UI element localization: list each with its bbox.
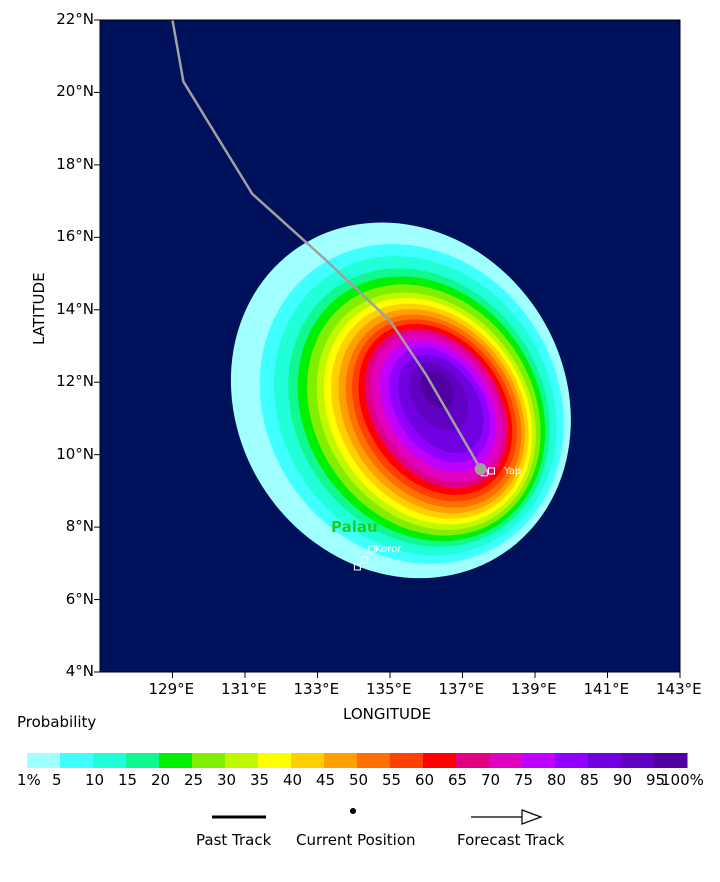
past-track-label: Past Track xyxy=(196,831,272,849)
axis-ticks xyxy=(94,19,681,678)
legend-tick-label: 70 xyxy=(481,771,501,789)
lon-tick-label: 133°E xyxy=(293,680,340,698)
legend-tick-label: 65 xyxy=(448,771,468,789)
legend-tick-label: 15 xyxy=(118,771,138,789)
forecast-track-label: Forecast Track xyxy=(457,831,565,849)
legend-tick-label: 100% xyxy=(661,771,704,789)
lat-tick-label: 14°N xyxy=(56,299,94,318)
lat-tick-label: 16°N xyxy=(56,227,94,246)
lon-tick-label: 143°E xyxy=(656,680,702,698)
legend-tick-label: 45 xyxy=(316,771,336,789)
legend-tick-label: 1% xyxy=(17,771,41,789)
legend-tick-label: 35 xyxy=(250,771,270,789)
legend-swatch xyxy=(225,753,259,768)
legend-tick-label: 40 xyxy=(283,771,303,789)
lon-tick-label: 141°E xyxy=(583,680,630,698)
legend-swatch xyxy=(27,753,61,768)
place-label-palau: Palau xyxy=(331,518,378,536)
lat-tick-label: 12°N xyxy=(56,372,94,391)
island-marker xyxy=(488,467,495,475)
storm-track-layer xyxy=(171,20,487,476)
lat-tick-label: 8°N xyxy=(65,517,94,536)
legend-tick-label: 10 xyxy=(85,771,105,789)
lat-tick-label: 20°N xyxy=(56,82,94,101)
legend-title: Probability xyxy=(17,713,97,731)
place-label-koror: Koror xyxy=(375,544,402,555)
legend-swatch xyxy=(258,753,292,768)
legend-swatch xyxy=(324,753,358,768)
legend-tick-label: 80 xyxy=(547,771,567,789)
legend-swatch xyxy=(456,753,490,768)
lon-tick-label: 139°E xyxy=(511,680,557,698)
legend-tick-label: 30 xyxy=(217,771,237,789)
island-marker xyxy=(361,556,369,564)
x-axis-label: LONGITUDE xyxy=(343,705,432,723)
legend-tick-label: 50 xyxy=(349,771,369,789)
legend-swatch xyxy=(357,753,391,768)
island-marker xyxy=(353,563,361,571)
legend-tick-label: 5 xyxy=(52,771,62,789)
y-axis-label: LATITUDE xyxy=(30,272,48,345)
lon-tick-label: 137°E xyxy=(438,680,485,698)
legend-swatch xyxy=(654,753,688,768)
lat-tick-label: 10°N xyxy=(56,444,94,463)
current-position-marker xyxy=(474,463,487,476)
current-position-label: Current Position xyxy=(296,831,416,849)
current-position-symbol xyxy=(350,808,356,814)
storm-track-line xyxy=(171,20,482,470)
forecast-arrow-icon xyxy=(521,809,543,825)
lon-tick-label: 131°E xyxy=(221,680,267,698)
legend-symbols xyxy=(212,808,543,825)
legend-tick-label: 25 xyxy=(184,771,204,789)
lat-tick-label: 6°N xyxy=(65,589,94,608)
legend-swatch xyxy=(621,753,655,768)
legend-swatch xyxy=(555,753,589,768)
lat-tick-label: 18°N xyxy=(56,154,94,173)
legend-swatch xyxy=(423,753,457,768)
legend-swatch xyxy=(93,753,127,768)
probability-legend-bar xyxy=(27,753,688,768)
legend-swatch xyxy=(159,753,193,768)
legend-swatch xyxy=(192,753,226,768)
legend-tick-label: 20 xyxy=(151,771,171,789)
legend-tick-label: 75 xyxy=(514,771,534,789)
legend-swatch xyxy=(588,753,622,768)
legend-tick-label: 90 xyxy=(613,771,633,789)
place-label-yap: Yap xyxy=(504,466,522,477)
lon-tick-label: 129°E xyxy=(148,680,195,698)
legend-swatch xyxy=(126,753,160,768)
island-marker xyxy=(368,545,376,553)
legend-swatch xyxy=(522,753,556,768)
probability-contours xyxy=(230,222,571,579)
lat-tick-label: 4°N xyxy=(65,662,94,680)
legend-tick-label: 55 xyxy=(382,771,402,789)
legend-tick-label: 60 xyxy=(415,771,435,789)
lon-tick-label: 135°E xyxy=(366,680,412,698)
legend-swatch xyxy=(390,753,424,768)
legend-swatch xyxy=(60,753,94,768)
lat-tick-label: 22°N xyxy=(56,10,94,28)
legend-swatch xyxy=(291,753,325,768)
legend-tick-label: 85 xyxy=(580,771,600,789)
legend-swatch xyxy=(489,753,523,768)
legend-tick-label: 95 xyxy=(646,771,666,789)
